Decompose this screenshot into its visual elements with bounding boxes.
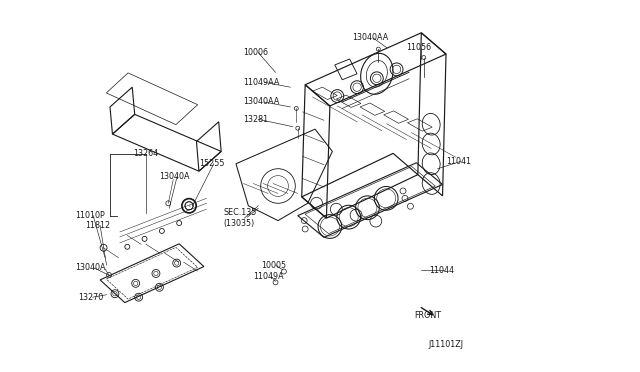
Text: FRONT: FRONT bbox=[414, 311, 441, 320]
Text: SEC.135
(13035): SEC.135 (13035) bbox=[223, 208, 257, 228]
Text: 13040AA: 13040AA bbox=[243, 97, 280, 106]
Text: 13040A: 13040A bbox=[76, 263, 106, 272]
Text: J11101ZJ: J11101ZJ bbox=[429, 340, 464, 349]
Text: 11812: 11812 bbox=[85, 221, 111, 230]
Text: 15255: 15255 bbox=[199, 159, 225, 168]
Text: 13040A: 13040A bbox=[159, 171, 190, 181]
Text: 13040AA: 13040AA bbox=[352, 33, 388, 42]
Text: 11049AA: 11049AA bbox=[243, 78, 280, 87]
Text: 13264: 13264 bbox=[134, 150, 159, 158]
Text: 13281: 13281 bbox=[243, 115, 269, 124]
Text: 10005: 10005 bbox=[260, 260, 286, 270]
Text: 11044: 11044 bbox=[429, 266, 454, 275]
Text: 11041: 11041 bbox=[446, 157, 471, 166]
Text: 10006: 10006 bbox=[243, 48, 268, 57]
Text: 11056: 11056 bbox=[406, 43, 431, 52]
Text: 13270: 13270 bbox=[78, 293, 103, 302]
Text: 11049A: 11049A bbox=[253, 272, 284, 281]
Text: 11010P: 11010P bbox=[76, 211, 105, 220]
